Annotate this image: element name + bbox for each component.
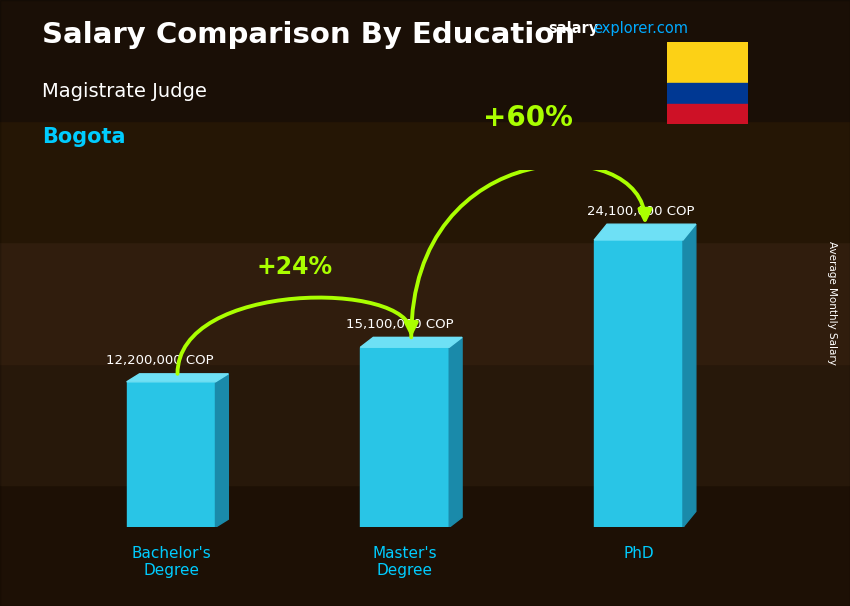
Text: +24%: +24% bbox=[257, 255, 332, 279]
Text: Magistrate Judge: Magistrate Judge bbox=[42, 82, 207, 101]
Text: Bogota: Bogota bbox=[42, 127, 126, 147]
Polygon shape bbox=[449, 338, 462, 527]
Bar bbox=[667, 42, 748, 83]
Text: 12,200,000 COP: 12,200,000 COP bbox=[105, 355, 213, 367]
Polygon shape bbox=[360, 338, 462, 347]
Bar bbox=[127, 382, 216, 527]
Text: 24,100,000 COP: 24,100,000 COP bbox=[587, 205, 694, 218]
Bar bbox=[667, 104, 748, 124]
Text: Average Monthly Salary: Average Monthly Salary bbox=[827, 241, 837, 365]
Text: explorer.com: explorer.com bbox=[593, 21, 688, 36]
Polygon shape bbox=[215, 374, 229, 527]
Text: +60%: +60% bbox=[483, 104, 573, 132]
Polygon shape bbox=[127, 374, 229, 382]
Polygon shape bbox=[594, 224, 696, 240]
Text: Salary Comparison By Education: Salary Comparison By Education bbox=[42, 21, 575, 49]
Bar bbox=[360, 347, 449, 527]
FancyArrowPatch shape bbox=[178, 298, 416, 374]
Bar bbox=[594, 240, 683, 527]
Polygon shape bbox=[683, 224, 696, 527]
FancyArrowPatch shape bbox=[411, 165, 650, 338]
Bar bbox=[667, 83, 748, 104]
Text: 15,100,000 COP: 15,100,000 COP bbox=[347, 318, 454, 331]
Text: salary: salary bbox=[548, 21, 598, 36]
